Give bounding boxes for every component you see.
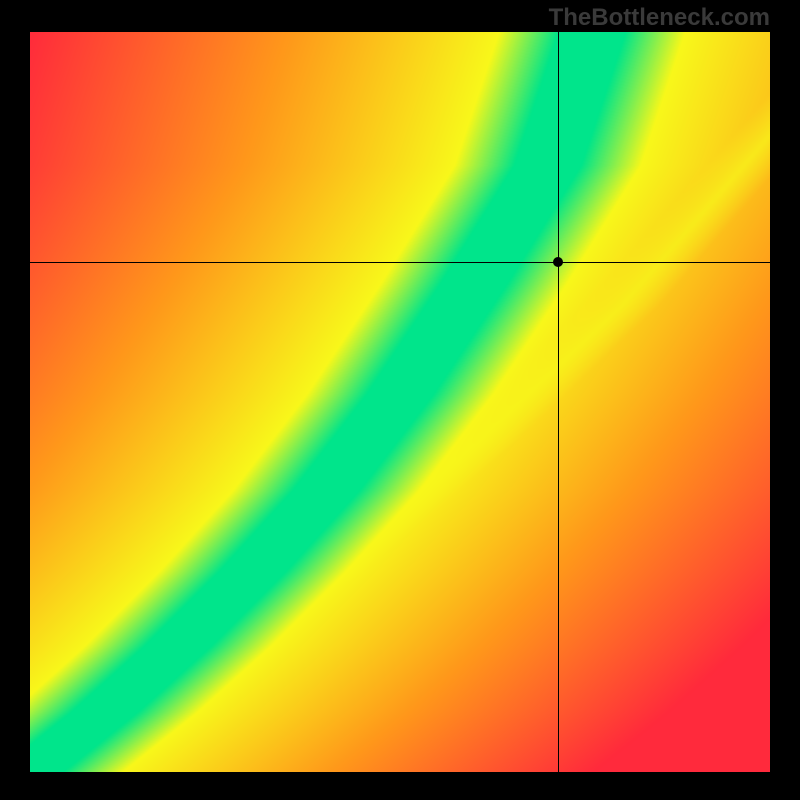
crosshair-horizontal bbox=[30, 262, 770, 263]
watermark-text: TheBottleneck.com bbox=[549, 4, 770, 32]
crosshair-vertical bbox=[558, 32, 559, 772]
heatmap-plot bbox=[30, 32, 770, 772]
heatmap-canvas bbox=[30, 32, 770, 772]
crosshair-dot bbox=[553, 257, 563, 267]
